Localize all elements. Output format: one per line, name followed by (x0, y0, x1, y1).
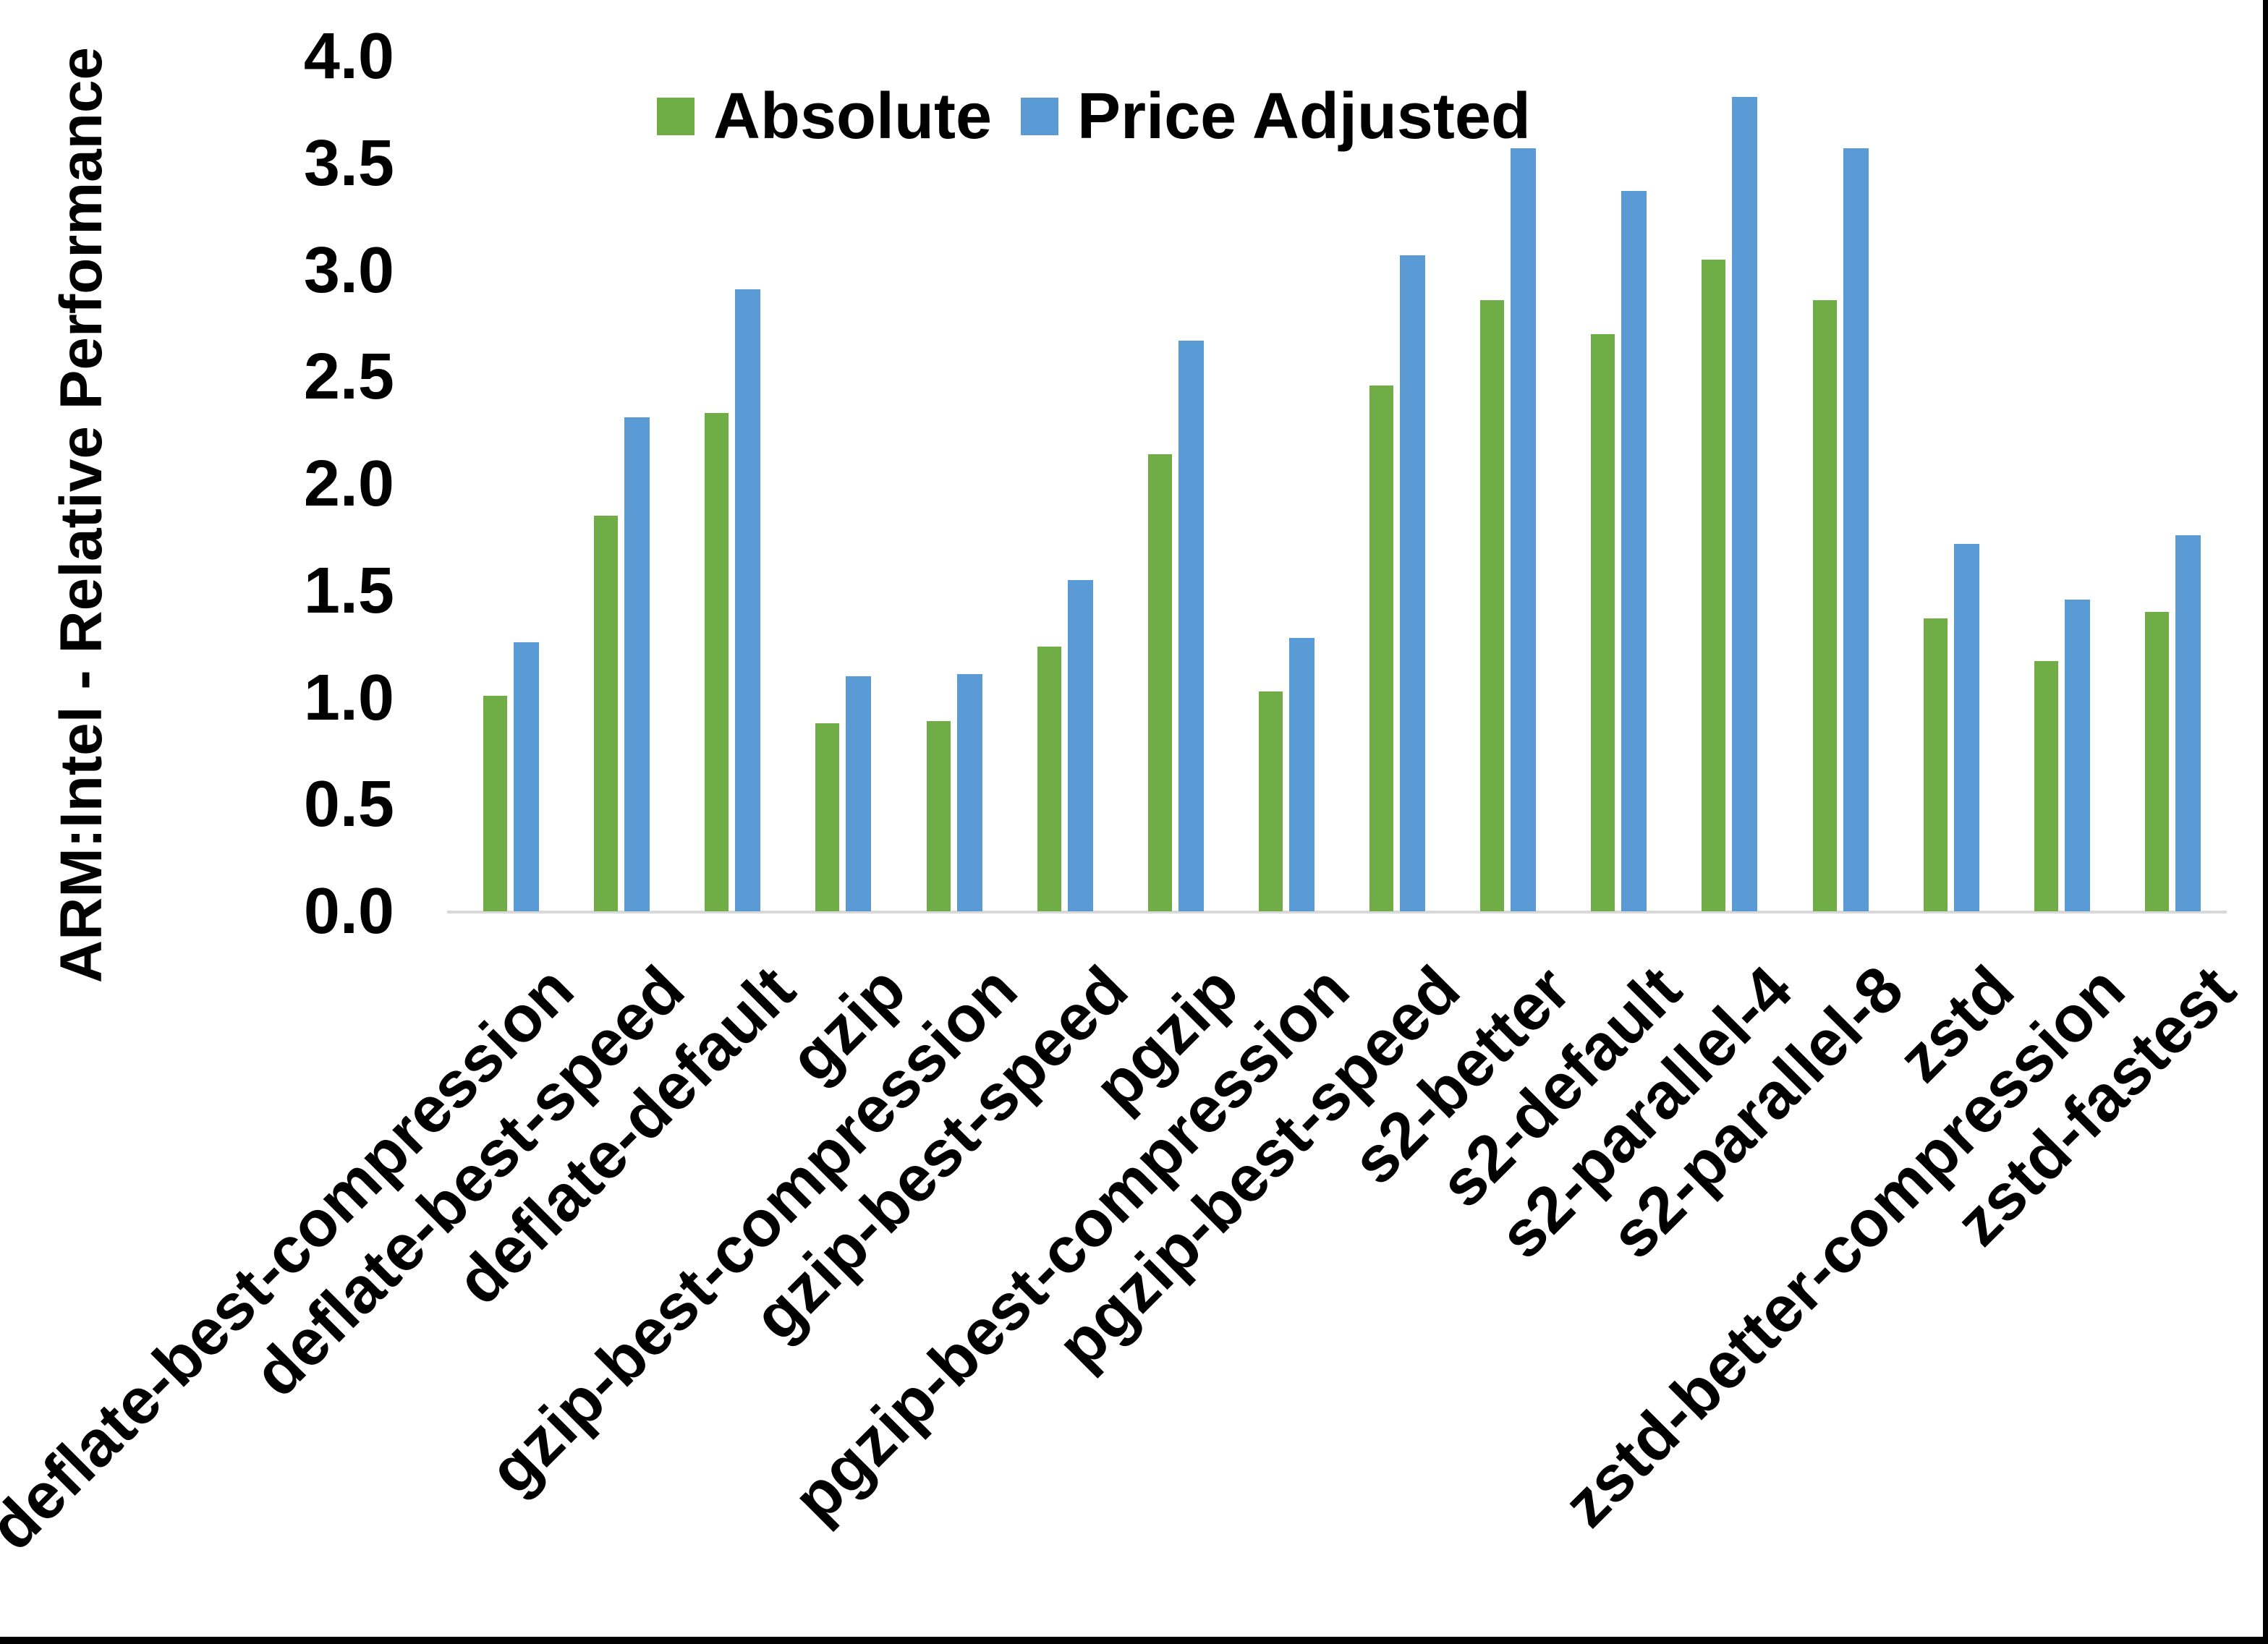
bar-price-adjusted-s2-parallel-8 (1843, 148, 1869, 911)
x-axis-line (447, 911, 2227, 913)
y-axis-title: ARM:Intel - Relative Performance (48, 46, 114, 984)
y-tick-label-2.5: 2.5 (303, 341, 394, 413)
bar-price-adjusted-pgzip-best-compression (1289, 638, 1314, 911)
y-tick-label-1.5: 1.5 (303, 555, 394, 627)
bar-absolute-s2-parallel-8 (1813, 300, 1837, 911)
y-tick-label-4.0: 4.0 (303, 20, 394, 93)
bar-absolute-s2-parallel-4 (1702, 260, 1725, 911)
legend-item-absolute: Absolute (657, 80, 992, 154)
bar-price-adjusted-deflate-best-compression (514, 642, 539, 911)
bar-absolute-pgzip-best-speed (1369, 386, 1393, 911)
bar-price-adjusted-s2-parallel-4 (1732, 97, 1757, 911)
bar-price-adjusted-zstd-better-compression (2065, 600, 2090, 911)
bar-absolute-gzip-best-compression (927, 721, 951, 911)
bar-absolute-gzip-best-speed (1037, 647, 1061, 911)
legend: Absolute Price Adjusted (657, 77, 1531, 156)
y-tick-label-2.0: 2.0 (303, 448, 394, 520)
bar-absolute-zstd (1924, 618, 1948, 911)
legend-swatch-price-adjusted (1021, 98, 1059, 135)
bar-price-adjusted-deflate-best-speed (624, 417, 650, 911)
bar-price-adjusted-s2-default (1621, 191, 1647, 911)
bar-absolute-deflate-best-compression (483, 696, 507, 911)
legend-item-price-adjusted: Price Adjusted (1021, 80, 1531, 154)
bar-absolute-deflate-best-speed (594, 516, 618, 911)
legend-swatch-absolute (657, 98, 695, 135)
bar-price-adjusted-deflate-default (735, 289, 760, 911)
bar-absolute-zstd-better-compression (2034, 661, 2058, 911)
y-tick-label-3.0: 3.0 (303, 234, 394, 307)
screenshot-bottom-edge (0, 1637, 2268, 1644)
bar-price-adjusted-gzip-best-speed (1068, 580, 1093, 911)
bar-price-adjusted-gzip-best-compression (957, 674, 982, 911)
y-tick-label-3.5: 3.5 (303, 127, 394, 200)
bar-price-adjusted-pgzip (1178, 341, 1204, 911)
bar-absolute-pgzip (1148, 454, 1172, 911)
legend-label-absolute: Absolute (713, 80, 993, 153)
bar-price-adjusted-pgzip-best-speed (1400, 255, 1425, 911)
bar-absolute-gzip (815, 723, 839, 911)
bar-price-adjusted-zstd (1954, 544, 1979, 911)
bar-absolute-s2-default (1591, 334, 1615, 911)
bar-price-adjusted-zstd-fastest (2175, 535, 2201, 911)
bar-absolute-deflate-default (705, 413, 729, 911)
screenshot-right-edge (2263, 0, 2268, 1644)
y-tick-label-0.5: 0.5 (303, 768, 394, 840)
bar-absolute-zstd-fastest (2145, 612, 2169, 911)
y-tick-label-1.0: 1.0 (303, 662, 394, 734)
bar-price-adjusted-gzip (846, 676, 871, 911)
y-tick-label-0.0: 0.0 (303, 875, 394, 947)
bar-absolute-s2-better (1480, 300, 1504, 911)
legend-label-price-adjusted: Price Adjusted (1077, 80, 1531, 153)
bar-absolute-pgzip-best-compression (1259, 691, 1283, 911)
bar-price-adjusted-s2-better (1511, 148, 1536, 911)
